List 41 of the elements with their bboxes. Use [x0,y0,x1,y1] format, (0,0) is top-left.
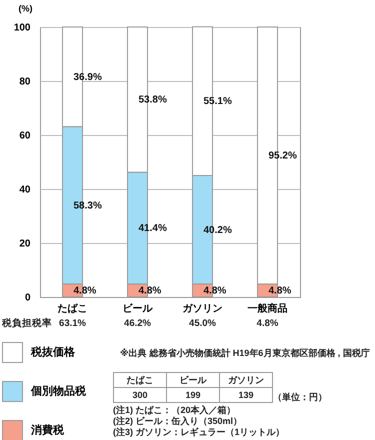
text: （単位：円） [273,391,327,404]
text: 税負担税率 [1,317,52,329]
text: 45.0% [189,318,217,329]
y-tick-label: 40 [19,184,31,196]
data-label: 53.8% [138,94,167,106]
data-label: 58.3% [74,200,102,212]
y-tick-label: 80 [19,76,31,88]
y-tick-label: 100 [14,22,31,34]
legend-label: 個別物品税 [30,384,87,398]
text: たばこ [114,372,166,388]
text: ガソリン [220,372,272,388]
data-label: 55.1% [204,96,232,108]
legend-label: 消費税 [30,424,65,436]
text: 46.2% [124,318,152,329]
text: 300 [114,388,166,402]
data-label: 95.2% [268,150,297,162]
data-label: 36.9% [74,72,102,83]
y-tick-label: 60 [19,130,31,142]
data-label: 41.4% [138,223,167,234]
text: 63.1% [59,318,87,329]
data-label: 4.8% [74,286,96,297]
data-label: 40.2% [204,224,232,236]
text: (注3) ガソリン：レギュラー（1リットル） [113,427,285,438]
y-axis-title: (%) [18,4,32,14]
text: ※出典 総務省小売物価統計 H19年6月東京都区部価格 , 国税庁 [120,347,370,360]
y-tick-label: 0 [24,292,31,304]
data-label: 4.8% [138,286,162,297]
x-tick-label: ビール [122,302,154,314]
y-tick-label: 20 [19,238,31,250]
legend-label: 税抜価格 [30,346,76,358]
text: (注1) たばこ：（20本入／箱） [113,405,237,416]
data-label: 4.8% [268,286,292,297]
text: ビール [166,372,220,388]
x-tick-label: ガソリン [182,304,222,314]
text: (注2) ビール：缶入り（350ml） [113,416,244,427]
x-tick-label: 一般商品 [248,302,288,314]
x-tick-label: たばこ [58,302,88,314]
text: 199 [166,388,220,402]
text: 4.8% [256,318,279,329]
text: 139 [220,388,272,402]
data-label: 4.8% [204,286,226,297]
